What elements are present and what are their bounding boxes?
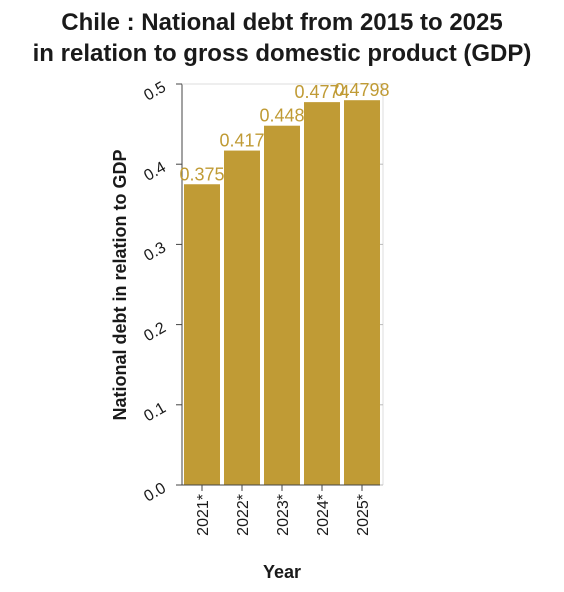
chart-title-line-1: Chile : National debt from 2015 to 2025 [61,9,502,36]
bar-0 [184,184,220,485]
x-tick-label-1: 2022* [235,494,252,536]
x-axis-title: Year [263,562,301,582]
x-tick-label-0: 2021* [195,494,212,536]
data-label-2: 0.448 [259,106,304,126]
y-axis-title: National debt in relation to GDP [110,149,130,420]
y-tick-label-1: 0.1 [141,399,169,425]
bar-2 [264,125,300,485]
data-label-1: 0.417 [219,131,264,151]
bar-4 [344,100,380,485]
y-tick-label-0: 0.0 [141,480,169,506]
data-label-3: 0.4774 [294,82,349,102]
data-label-4: 0.4798 [334,80,389,100]
bar-1 [224,150,260,486]
x-tick-label-3: 2024* [315,494,332,536]
chart-title-line-2: in relation to gross domestic product (G… [33,40,532,67]
data-label-0: 0.375 [179,164,224,184]
y-tick-label-5: 0.5 [141,79,169,105]
x-tick-label-2: 2023* [275,494,292,536]
bar-3 [304,102,340,486]
x-tick-label-4: 2025* [355,494,372,536]
plot-area: 0.0 0.1 0.2 0.3 0.4 0.5 2021* 2022* 2023* 2024* 20… [141,79,389,536]
y-tick-label-4: 0.4 [141,159,169,185]
y-tick-label-2: 0.2 [141,319,169,345]
y-tick-label-3: 0.3 [141,239,169,265]
